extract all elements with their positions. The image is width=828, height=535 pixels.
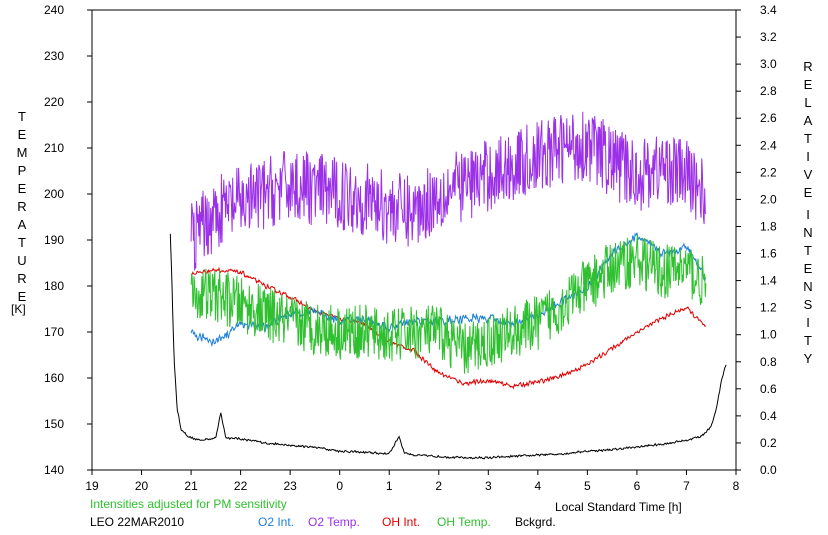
plot-frame <box>91 9 737 471</box>
right-tick-label: 3.0 <box>760 57 777 71</box>
series-group <box>169 111 727 460</box>
x-tick-label: 6 <box>634 479 641 493</box>
left-axis-unit: [K] <box>11 302 26 316</box>
axis-label-letter: N <box>803 225 813 240</box>
left-tick-label: 140 <box>44 463 64 477</box>
axis-label-letter: I <box>806 149 810 164</box>
axis-label-letter: V <box>803 167 813 182</box>
x-tick-label: 0 <box>336 479 343 493</box>
right-tick-label: 2.8 <box>760 84 777 98</box>
left-tick-label: 170 <box>44 325 64 339</box>
axis-label-letter: Y <box>803 351 813 366</box>
axis-label-letter: E <box>803 77 813 92</box>
x-tick-label: 8 <box>733 479 740 493</box>
station-label: LEO 22MAR2010 <box>90 515 185 529</box>
legend-bckgrd: Bckgrd. <box>515 515 556 529</box>
axis-label-letter: T <box>18 235 26 250</box>
axis-label-letter: L <box>804 95 812 110</box>
x-axis-label: Local Standard Time [h] <box>555 500 682 514</box>
legend-oh-temp: OH Temp. <box>437 515 491 529</box>
x-tick-label: 3 <box>485 479 492 493</box>
left-tick-label: 240 <box>44 3 64 17</box>
axis-label-letter: R <box>803 59 813 74</box>
axis-label-letter: P <box>17 163 27 178</box>
axis-label-letter: E <box>803 185 813 200</box>
left-tick-label: 230 <box>44 49 64 63</box>
axis-label-letter: R <box>17 199 27 214</box>
axis-label-letter: S <box>803 297 813 312</box>
x-tick-label: 7 <box>683 479 690 493</box>
right-tick-label: 1.6 <box>760 247 777 261</box>
right-tick-label: 3.2 <box>760 30 777 44</box>
series-line-o2-temp <box>190 111 707 271</box>
x-tick-label: 2 <box>435 479 442 493</box>
right-tick-label: 2.2 <box>760 165 777 179</box>
axis-label-letter: T <box>804 333 812 348</box>
right-tick-label: 3.4 <box>760 3 777 17</box>
right-tick-label: 0.8 <box>760 355 777 369</box>
right-tick-label: 2.6 <box>760 111 777 125</box>
x-axis-ticks: 19 20 21 22 23 0 1 2 3 4 5 6 7 8 <box>85 470 740 493</box>
axis-label-letter: E <box>17 181 27 196</box>
right-tick-label: 0.0 <box>760 463 777 477</box>
axis-label-letter: A <box>803 113 813 128</box>
x-tick-label: 1 <box>386 479 393 493</box>
right-tick-label: 2.4 <box>760 138 777 152</box>
x-tick-label: 23 <box>283 479 297 493</box>
axis-label-letter: E <box>17 127 27 142</box>
right-tick-label: 0.6 <box>760 382 777 396</box>
left-tick-label: 150 <box>44 417 64 431</box>
left-tick-label: 190 <box>44 233 64 247</box>
left-tick-label: 220 <box>44 95 64 109</box>
axis-label-letter: E <box>17 289 27 304</box>
right-tick-label: 2.0 <box>760 192 777 206</box>
legend-o2-int: O2 Int. <box>258 515 295 529</box>
axis-label-letter: I <box>806 315 810 330</box>
series-line-oh-int <box>190 266 707 390</box>
x-tick-label: 22 <box>234 479 248 493</box>
axis-label-letter: U <box>17 253 27 268</box>
axis-label-letter: T <box>804 243 812 258</box>
right-tick-label: 1.2 <box>760 301 777 315</box>
pm-note: Intensities adjusted for PM sensitivity <box>90 497 287 511</box>
right-tick-label: 1.8 <box>760 219 777 233</box>
right-tick-label: 1.0 <box>760 328 777 342</box>
legend-oh-int: OH Int. <box>382 515 421 529</box>
x-tick-label: 21 <box>184 479 198 493</box>
axis-label-letter: M <box>16 145 28 160</box>
left-tick-label: 180 <box>44 279 64 293</box>
right-tick-label: 1.4 <box>760 274 777 288</box>
series-line-oh-temp <box>190 234 707 374</box>
left-tick-label: 200 <box>44 187 64 201</box>
axis-label-letter: E <box>803 261 813 276</box>
axis-label-letter: R <box>17 271 27 286</box>
right-tick-label: 0.2 <box>760 436 777 450</box>
axis-label-letter: N <box>803 279 813 294</box>
x-tick-label: 5 <box>584 479 591 493</box>
axis-label-letter: I <box>806 207 810 222</box>
left-tick-label: 210 <box>44 141 64 155</box>
left-axis-ticks: 140 150 160 170 180 190 200 210 220 230 240 <box>44 3 92 477</box>
left-tick-label: 160 <box>44 371 64 385</box>
x-tick-label: 20 <box>135 479 149 493</box>
axis-label-letter: T <box>804 131 812 146</box>
series-line-bckgrd <box>169 233 727 460</box>
right-axis-ticks: 0.0 0.2 0.4 0.6 0.8 1.0 1.2 1.4 1.6 1.8 2.0 2.2 2.4 2… <box>736 3 777 477</box>
x-tick-label: 4 <box>535 479 542 493</box>
x-tick-label: 19 <box>85 479 99 493</box>
legend-o2-temp: O2 Temp. <box>308 515 360 529</box>
axis-label-letter: T <box>18 109 26 124</box>
axis-label-letter: A <box>17 217 27 232</box>
right-tick-label: 0.4 <box>760 409 777 423</box>
